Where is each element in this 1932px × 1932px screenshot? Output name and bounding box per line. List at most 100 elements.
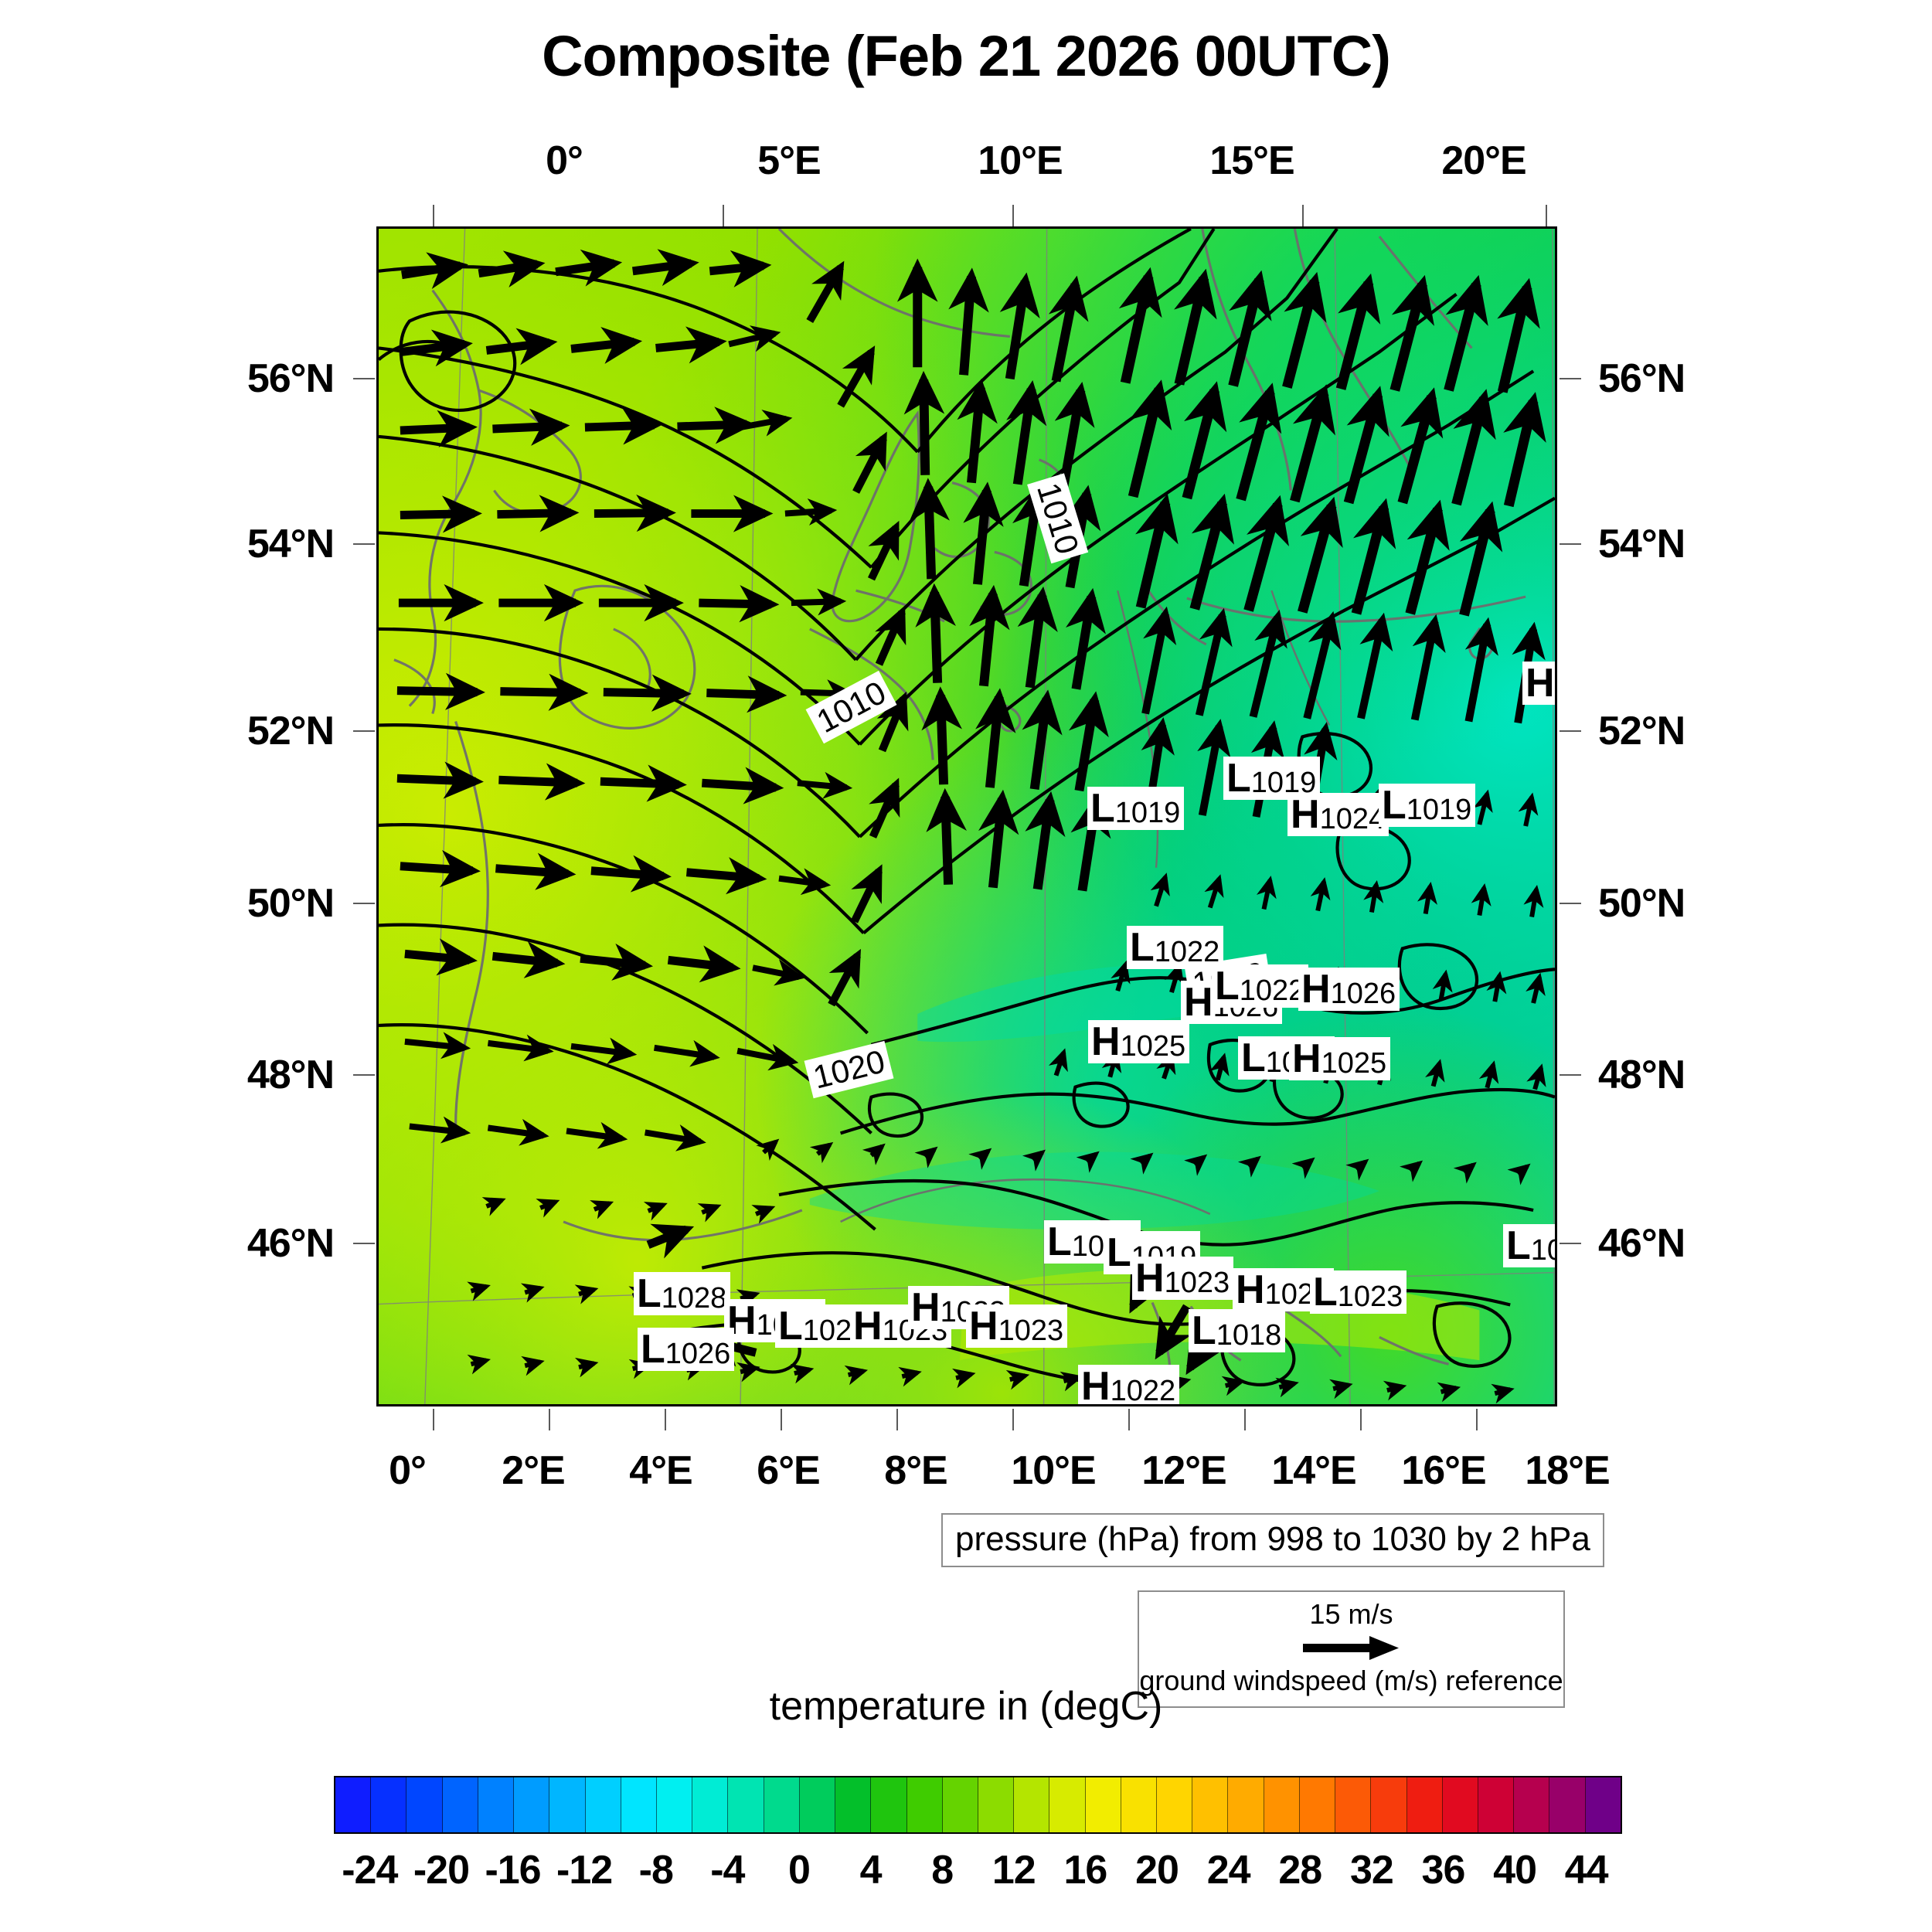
extremum-value: 1028: [661, 1282, 727, 1315]
colorbar-swatch: [1014, 1777, 1050, 1832]
extremum-letter: H: [1291, 792, 1320, 837]
tick-left: [353, 1243, 375, 1244]
colorbar[interactable]: [334, 1776, 1622, 1834]
extremum-value: 1024: [1319, 803, 1386, 835]
colorbar-swatch: [1371, 1777, 1407, 1832]
lon-label-top-0: 0°: [546, 138, 583, 183]
colorbar-swatch: [1121, 1777, 1158, 1832]
extremum-letter: L: [641, 1327, 665, 1372]
colorbar-tick-label: -24: [342, 1848, 398, 1893]
lat-label-left-54: 54°N: [247, 522, 335, 566]
colorbar-swatch: [1585, 1777, 1621, 1832]
extremum-value: 1025: [1120, 1030, 1186, 1063]
extremum-value: 1018: [1216, 1319, 1282, 1352]
colorbar-tick-label: 28: [1278, 1848, 1322, 1893]
colorbar-swatch: [1442, 1777, 1478, 1832]
extremum-letter: H: [911, 1285, 940, 1330]
wind-reference-arrow: [1139, 1631, 1563, 1665]
extremum-value: 1022: [1239, 975, 1305, 1007]
tick-bottom: [549, 1409, 550, 1430]
pressure-contour-legend: pressure (hPa) from 998 to 1030 by 2 hPa: [941, 1513, 1604, 1567]
extremum-letter: H: [1081, 1364, 1111, 1406]
colorbar-swatch: [799, 1777, 836, 1832]
extremum-letter: L: [1130, 925, 1155, 970]
extremum-letter: L: [1241, 1036, 1266, 1080]
wind-vectors: [396, 249, 1546, 1404]
colorbar-swatch: [585, 1777, 621, 1832]
lat-label-left-48: 48°N: [247, 1053, 335, 1097]
tick-left: [353, 903, 375, 904]
colorbar-swatch: [764, 1777, 800, 1832]
tick-bottom: [433, 1409, 434, 1430]
pressure-low-1019-c: L1019: [1379, 783, 1476, 828]
lat-label-right-54: 54°N: [1598, 522, 1685, 566]
pressure-high-1024: H1024: [1287, 793, 1389, 836]
lat-label-right-46: 46°N: [1598, 1221, 1685, 1266]
wind-reference-caption: ground windspeed (m/s) reference: [1139, 1665, 1563, 1696]
tick-bottom: [1128, 1409, 1130, 1430]
colorbar-swatch: [1299, 1777, 1336, 1832]
tick-right: [1560, 730, 1581, 732]
colorbar-tick-label: 40: [1493, 1848, 1537, 1893]
colorbar-swatch: [942, 1777, 978, 1832]
lat-label-right-48: 48°N: [1598, 1053, 1685, 1097]
colorbar-swatch: [621, 1777, 657, 1832]
extremum-letter: L: [637, 1271, 662, 1316]
wind-reference-legend: 15 m/s ground windspeed (m/s) reference: [1138, 1590, 1565, 1708]
lon-label-bottom-16: 16°E: [1401, 1448, 1486, 1493]
colorbar-swatch: [1478, 1777, 1515, 1832]
extremum-letter: H: [1301, 967, 1331, 1012]
colorbar-swatch: [335, 1777, 372, 1832]
tick-top: [723, 205, 724, 226]
extremum-letter: L: [1226, 756, 1251, 801]
pressure-low-1028: L1028: [634, 1271, 731, 1316]
colorbar-tick-label: 0: [788, 1848, 811, 1893]
extremum-value: 1023: [1337, 1281, 1403, 1313]
pressure-high-clipped-south: H1022: [1078, 1364, 1180, 1406]
colorbar-swatch: [835, 1777, 872, 1832]
colorbar-swatch: [692, 1777, 729, 1832]
page-title: Composite (Feb 21 2026 00UTC): [542, 24, 1391, 88]
lon-label-bottom-10: 10°E: [1011, 1448, 1096, 1493]
extremum-value: 1023: [998, 1315, 1064, 1347]
pressure-high-1025-b: H1025: [1289, 1037, 1391, 1080]
pressure-legend-text: pressure (hPa) from 998 to 1030 by 2 hPa: [955, 1520, 1590, 1558]
colorbar-tick-label: -12: [556, 1848, 613, 1893]
colorbar-swatch: [406, 1777, 443, 1832]
colorbar-swatch: [1157, 1777, 1193, 1832]
extremum-letter: H: [1091, 1019, 1121, 1064]
colorbar-swatch: [478, 1777, 515, 1832]
lon-label-top-20: 20°E: [1441, 138, 1526, 183]
colorbar-swatch: [1264, 1777, 1300, 1832]
tick-bottom: [1012, 1409, 1014, 1430]
pressure-low-1026: L1026: [638, 1327, 735, 1372]
tick-right: [1560, 903, 1581, 904]
extremum-letter: H: [1135, 1256, 1165, 1301]
extremum-letter: L: [1215, 964, 1240, 1009]
map-panel[interactable]: 1010 1010 1020 1020 L1002 H L1019 L1019 …: [376, 226, 1557, 1406]
tick-bottom: [896, 1409, 898, 1430]
extremum-value: 1026: [1330, 978, 1396, 1010]
lon-label-top-5: 5°E: [757, 138, 821, 183]
lat-label-left-46: 46°N: [247, 1221, 335, 1266]
colorbar-tick-label: -16: [485, 1848, 541, 1893]
extremum-value: 1019: [1114, 797, 1181, 829]
tick-right: [1560, 1074, 1581, 1076]
tick-left: [353, 730, 375, 732]
extremum-value: 1025: [1321, 1047, 1387, 1080]
colorbar-tick-label: 32: [1349, 1848, 1394, 1893]
colorbar-swatch: [906, 1777, 943, 1832]
extremum-letter: L: [1047, 1219, 1072, 1264]
lon-label-bottom-8: 8°E: [884, 1448, 947, 1493]
extremum-value: 102: [1530, 1234, 1555, 1267]
colorbar-swatch: [1335, 1777, 1372, 1832]
pressure-low-1023: L1023: [1310, 1270, 1407, 1314]
colorbar-tick-label: 36: [1421, 1848, 1466, 1893]
tick-top: [1302, 205, 1304, 226]
extremum-letter: L: [1382, 783, 1406, 828]
colorbar-tick-label: -8: [638, 1848, 674, 1893]
pressure-low-1022-b: L1022: [1212, 964, 1309, 1009]
extremum-value: 1019: [1406, 794, 1472, 826]
extremum-letter: L: [1506, 1223, 1531, 1268]
lon-label-bottom-12: 12°E: [1141, 1448, 1226, 1493]
